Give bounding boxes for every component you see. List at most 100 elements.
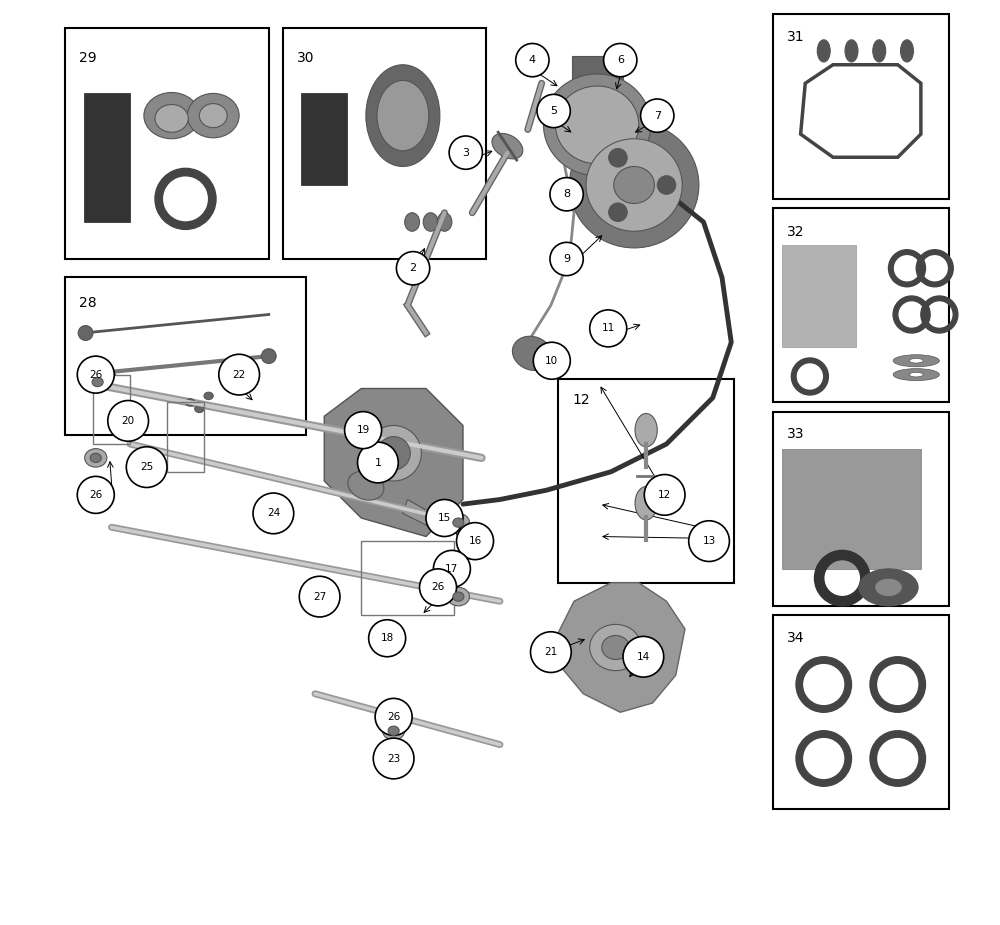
- Circle shape: [433, 550, 470, 587]
- Text: 26: 26: [431, 583, 445, 592]
- Text: 7: 7: [654, 111, 661, 120]
- Ellipse shape: [195, 405, 204, 413]
- Circle shape: [550, 178, 583, 211]
- Ellipse shape: [635, 413, 657, 447]
- Text: 20: 20: [122, 416, 135, 426]
- FancyBboxPatch shape: [773, 615, 949, 809]
- Circle shape: [373, 738, 414, 779]
- FancyBboxPatch shape: [782, 449, 921, 569]
- Circle shape: [550, 242, 583, 276]
- Text: 8: 8: [563, 190, 570, 199]
- Ellipse shape: [85, 449, 107, 467]
- Bar: [572, 56, 623, 116]
- Text: 3: 3: [462, 148, 469, 157]
- Circle shape: [345, 412, 382, 449]
- Text: 6: 6: [617, 56, 624, 65]
- Ellipse shape: [909, 358, 923, 364]
- FancyBboxPatch shape: [773, 412, 949, 606]
- Ellipse shape: [590, 624, 642, 671]
- Ellipse shape: [609, 203, 627, 221]
- Ellipse shape: [377, 80, 429, 151]
- Text: 26: 26: [89, 370, 102, 379]
- Ellipse shape: [366, 426, 421, 481]
- Ellipse shape: [873, 40, 886, 62]
- Circle shape: [358, 442, 398, 483]
- Ellipse shape: [845, 40, 858, 62]
- Circle shape: [396, 252, 430, 285]
- Text: 12: 12: [658, 490, 671, 500]
- Ellipse shape: [185, 399, 195, 406]
- Ellipse shape: [366, 65, 440, 166]
- Ellipse shape: [453, 518, 464, 527]
- Text: 16: 16: [468, 536, 482, 546]
- Ellipse shape: [187, 93, 239, 138]
- Ellipse shape: [423, 213, 438, 231]
- Ellipse shape: [609, 149, 627, 167]
- Circle shape: [299, 576, 340, 617]
- Circle shape: [108, 401, 148, 441]
- FancyBboxPatch shape: [65, 278, 306, 435]
- Circle shape: [375, 698, 412, 735]
- Text: 30: 30: [296, 51, 314, 65]
- Circle shape: [369, 620, 406, 657]
- FancyBboxPatch shape: [782, 245, 856, 347]
- Text: 13: 13: [702, 536, 716, 546]
- Text: 1: 1: [374, 458, 381, 467]
- Ellipse shape: [909, 372, 923, 377]
- Text: 5: 5: [550, 106, 557, 116]
- Ellipse shape: [453, 592, 464, 601]
- Circle shape: [77, 476, 114, 513]
- Circle shape: [604, 43, 637, 77]
- Ellipse shape: [893, 355, 939, 367]
- Ellipse shape: [635, 487, 657, 520]
- Ellipse shape: [556, 86, 639, 164]
- Circle shape: [77, 356, 114, 393]
- Polygon shape: [403, 500, 444, 532]
- Text: 34: 34: [787, 631, 804, 645]
- Text: 21: 21: [544, 648, 558, 657]
- Text: 9: 9: [563, 254, 570, 264]
- Text: 10: 10: [545, 356, 558, 365]
- Text: 25: 25: [140, 462, 153, 472]
- Ellipse shape: [204, 392, 213, 400]
- Text: 14: 14: [637, 652, 650, 661]
- Ellipse shape: [512, 336, 552, 371]
- Ellipse shape: [377, 437, 410, 470]
- Ellipse shape: [614, 166, 654, 204]
- Polygon shape: [556, 583, 685, 712]
- Ellipse shape: [87, 373, 109, 391]
- Circle shape: [531, 632, 571, 672]
- Ellipse shape: [817, 40, 830, 62]
- Text: 27: 27: [313, 592, 326, 601]
- Text: 17: 17: [445, 564, 459, 574]
- Text: 32: 32: [787, 225, 804, 239]
- Ellipse shape: [144, 92, 199, 139]
- Text: 11: 11: [602, 324, 615, 333]
- Text: 29: 29: [79, 51, 97, 65]
- Ellipse shape: [348, 471, 384, 500]
- Circle shape: [537, 94, 570, 128]
- Ellipse shape: [155, 105, 188, 132]
- Ellipse shape: [78, 326, 93, 340]
- Ellipse shape: [602, 635, 630, 660]
- Ellipse shape: [90, 453, 101, 462]
- Text: 33: 33: [787, 427, 804, 441]
- Circle shape: [426, 500, 463, 536]
- Text: 26: 26: [89, 490, 102, 500]
- FancyBboxPatch shape: [773, 208, 949, 402]
- Circle shape: [623, 636, 664, 677]
- Ellipse shape: [261, 349, 276, 364]
- Circle shape: [420, 569, 457, 606]
- Ellipse shape: [383, 722, 405, 740]
- Text: 12: 12: [572, 393, 590, 407]
- FancyBboxPatch shape: [65, 28, 269, 259]
- Ellipse shape: [657, 176, 676, 194]
- Circle shape: [641, 99, 674, 132]
- Circle shape: [533, 342, 570, 379]
- Ellipse shape: [447, 513, 469, 532]
- Circle shape: [590, 310, 627, 347]
- Polygon shape: [324, 388, 463, 536]
- Text: 24: 24: [267, 509, 280, 518]
- Circle shape: [253, 493, 294, 534]
- FancyBboxPatch shape: [558, 379, 734, 583]
